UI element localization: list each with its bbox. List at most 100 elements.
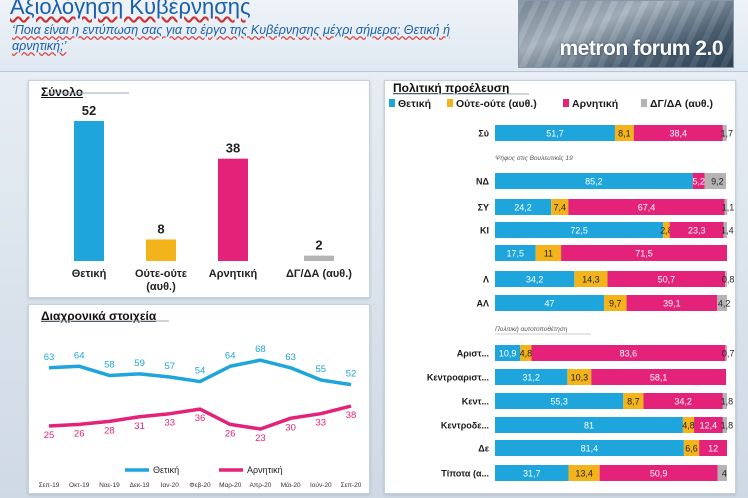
point-label-1-0: 25	[44, 430, 55, 441]
segment-12-2	[599, 465, 718, 481]
point-label-0-4: 57	[165, 361, 176, 372]
point-label-0-6: 64	[225, 350, 236, 361]
point-label-1-2: 28	[104, 425, 115, 436]
segment-0-3	[722, 125, 727, 141]
page-subtitle: ‘Ποια είναι η εντύπωση σας για το έργο τ…	[12, 23, 451, 53]
total-chart-title: Σύνολο	[41, 85, 84, 99]
point-label-0-5: 54	[195, 366, 206, 377]
point-label-1-9: 33	[316, 418, 327, 429]
segment-label-3-0: 72,5	[570, 226, 588, 236]
segment-label-2-2: 67,4	[638, 203, 656, 213]
segment-label-11-2: 12	[708, 444, 718, 454]
category-label-0: Θετική	[72, 268, 107, 280]
x-tick-label-10: Σεπ-20	[341, 482, 362, 489]
segment-label-10-0: 81	[584, 421, 594, 431]
segment-label-9-3: 1,8	[721, 397, 734, 407]
segment-0-2	[633, 125, 723, 141]
segment-9-2	[643, 393, 723, 409]
segment-7-1	[520, 345, 532, 361]
point-label-1-8: 30	[285, 422, 296, 433]
x-tick-label-2: Νοε-19	[99, 482, 120, 489]
content-area: Σύνολο 52 8 38 2 Θετική Ούτε-ούτε (αυθ.) Αρνητι…	[0, 72, 748, 498]
segment-label-4-1: 11	[544, 249, 553, 259]
point-label-0-9: 55	[316, 364, 327, 375]
segment-11-2	[699, 440, 727, 456]
segment-label-11-1: 6,6	[685, 444, 698, 454]
legend-label-1: Ούτε-ούτε (αυθ.)	[456, 98, 537, 110]
segment-10-3	[722, 417, 727, 433]
segment-label-6-0: 47	[545, 299, 555, 309]
point-label-1-10: 38	[346, 410, 357, 421]
segment-label-0-0: 51,7	[546, 129, 564, 139]
segment-5-3	[725, 271, 727, 287]
segment-label-7-1: 4,8	[520, 349, 533, 359]
row-label-10: Κεντροδε...	[441, 421, 489, 431]
x-tick-label-0: Σεπ-19	[39, 482, 60, 489]
legend-swatch-3	[641, 99, 647, 107]
segment-1-3	[704, 173, 727, 189]
group-label-0: Ψήφος στις Βουλευτικές 19	[495, 154, 573, 162]
segment-6-0	[495, 295, 605, 311]
segment-6-2	[626, 295, 718, 311]
bar-value-label-1: 8	[157, 221, 164, 236]
header: Αξιολόγηση Κυβέρνησης ‘Ποια είναι η εντύ…	[0, 0, 748, 72]
segment-label-11-0: 81,4	[581, 444, 599, 454]
point-label-0-3: 59	[134, 358, 145, 369]
segment-2-0	[495, 199, 552, 215]
segment-4-1	[535, 245, 562, 261]
segment-label-7-2: 83,6	[620, 349, 638, 359]
segment-7-3	[725, 345, 727, 361]
row-label-9: Κεντ...	[462, 397, 489, 407]
segment-label-0-2: 38,4	[670, 129, 688, 139]
segment-12-0	[495, 465, 569, 481]
segment-label-7-3: 0,7	[722, 349, 735, 359]
segment-5-0	[495, 271, 575, 287]
segment-label-3-3: 1,4	[721, 226, 734, 236]
segment-label-0-1: 8,1	[618, 129, 631, 139]
segment-label-10-3: 1,8	[721, 421, 734, 431]
origin-panel: Πολιτική προέλευση Θετική Ούτε-ούτε (αυθ.…	[384, 80, 736, 494]
category-label-2: Αρνητική	[209, 268, 258, 280]
origin-chart-title: Πολιτική προέλευση	[393, 81, 510, 95]
page-title: Αξιολόγηση Κυβέρνησης	[10, 0, 251, 19]
segment-6-3	[717, 295, 727, 311]
segment-label-10-2: 12,4	[700, 421, 718, 431]
group-label-1: Πολιτική αυτοτοποθέτηση	[495, 325, 568, 333]
point-label-1-1: 26	[74, 428, 85, 439]
segment-0-1	[614, 125, 634, 141]
segment-label-5-1: 14,3	[582, 275, 600, 285]
row-label-0: Σύ	[478, 129, 489, 139]
category-label-1: (αυθ.)	[146, 281, 176, 293]
segment-4-0	[495, 245, 536, 261]
row-label-2: ΣΥ	[478, 203, 489, 213]
row-label-12: Τίποτα (α...	[441, 469, 489, 479]
row-label-3: ΚΙ	[480, 226, 489, 236]
row-label-1: ΝΔ	[476, 177, 489, 187]
point-label-0-7: 68	[255, 344, 266, 355]
segment-label-9-0: 55,3	[550, 397, 568, 407]
segment-10-2	[694, 417, 723, 433]
segment-0-0	[495, 125, 615, 141]
segment-label-8-1: 10,3	[571, 373, 589, 383]
segment-4-2	[561, 245, 727, 261]
segment-2-3	[724, 199, 728, 215]
segment-label-2-0: 24,2	[514, 203, 532, 213]
segment-8-1	[567, 369, 592, 385]
segment-label-2-3: 1,1	[722, 203, 735, 213]
segment-5-1	[574, 271, 608, 287]
origin-stacked-chart: Θετική Ούτε-ούτε (αυθ.) Αρνητική ΔΓ/ΔΑ (αυθ…	[389, 93, 735, 481]
segment-5-2	[607, 271, 726, 287]
segment-3-1	[663, 222, 670, 238]
brand-name: metron forum 2.0	[559, 37, 723, 60]
segment-label-4-0: 17,5	[507, 249, 525, 259]
segment-label-9-1: 8,7	[627, 397, 640, 407]
legend-swatch-0	[389, 99, 395, 107]
segment-3-3	[723, 222, 727, 238]
segment-3-2	[669, 222, 724, 238]
trend-line-chart: 63 64 58 59 57 54 64 68 63 55 52 25 26 28 31 33 36 26 23 30…	[39, 320, 362, 489]
legend-label-2: Αρνητική	[572, 98, 618, 110]
bar-2	[218, 158, 248, 261]
legend-label-3: ΔΓ/ΔΑ (αυθ.)	[650, 98, 713, 110]
legend-swatch-2	[563, 99, 569, 107]
x-tick-label-9: Ιούν-20	[310, 481, 332, 489]
